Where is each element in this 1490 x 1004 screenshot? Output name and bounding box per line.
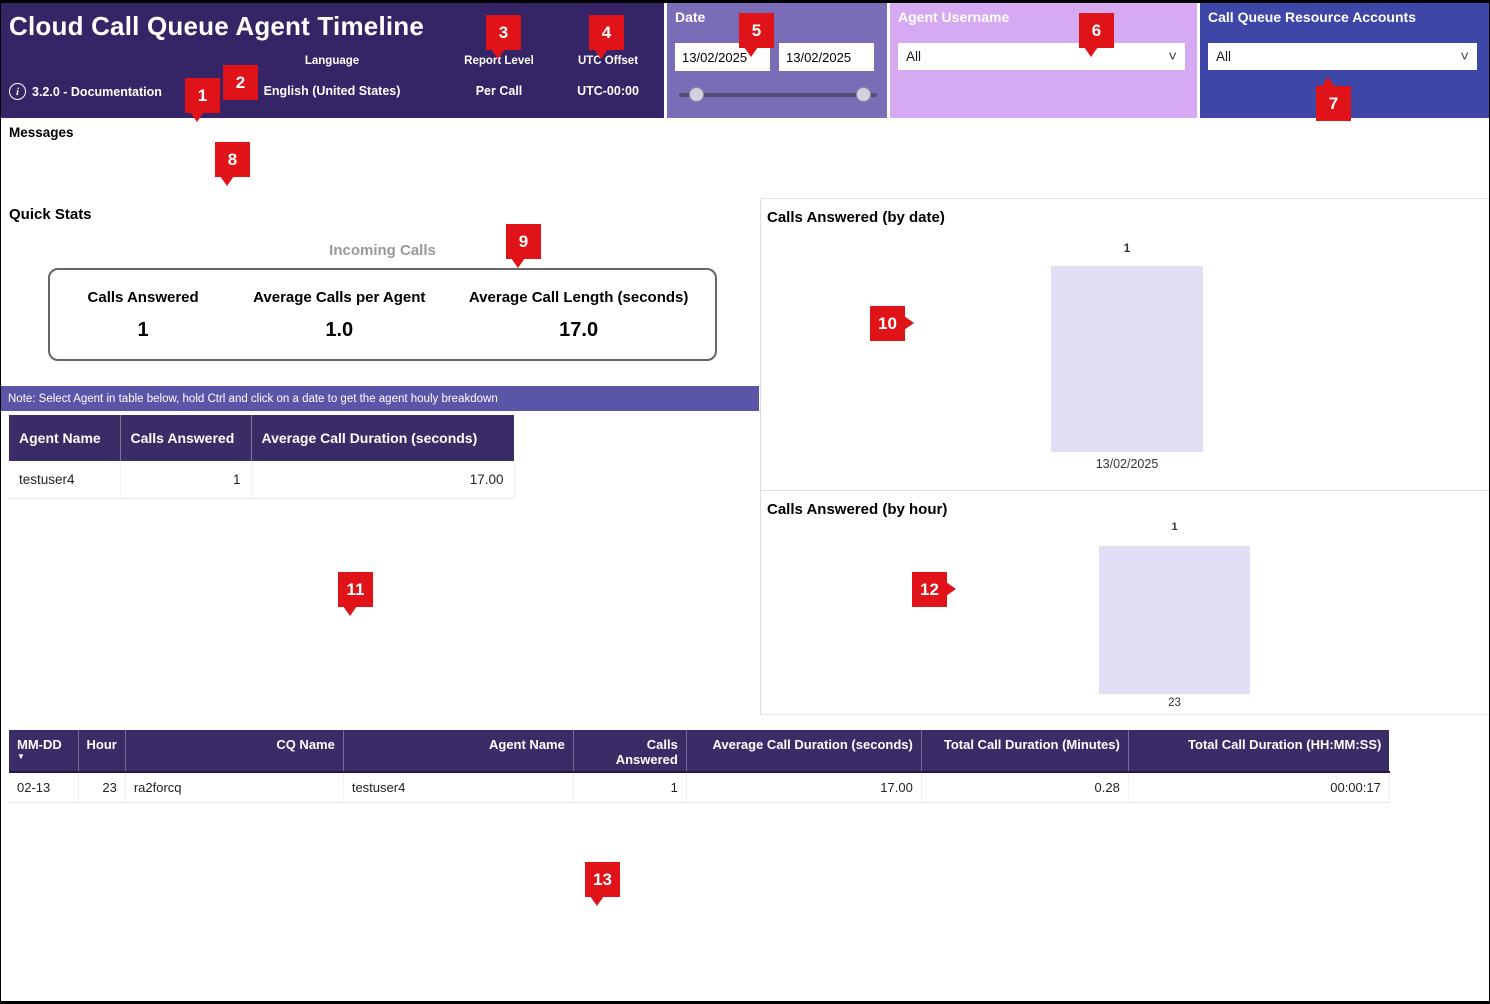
col-header-total-duration-hms[interactable]: Total Call Duration (HH:MM:SS) bbox=[1128, 730, 1390, 773]
col-header-avg-call-duration[interactable]: Average Call Duration (seconds) bbox=[251, 415, 514, 461]
report-level-value: Per Call bbox=[475, 84, 523, 98]
agent-username-dropdown-value: All bbox=[906, 49, 922, 64]
bar-data-label: 1 bbox=[1123, 241, 1131, 255]
call-queue-filter-section: Call Queue Resource Accounts All ˅ bbox=[1197, 3, 1489, 118]
chart-calls-answered-by-hour: Calls Answered (by hour) 1 23 bbox=[760, 490, 1489, 715]
stat-label: Average Calls per Agent bbox=[253, 289, 426, 306]
info-icon: i bbox=[9, 83, 26, 100]
stat-calls-answered: Calls Answered 1 bbox=[50, 270, 236, 359]
quick-stats-card: Calls Answered 1 Average Calls per Agent… bbox=[48, 268, 717, 361]
col-header-avg-call-duration[interactable]: Average Call Duration (seconds) bbox=[686, 730, 922, 773]
report-level-label: Report Level bbox=[464, 55, 534, 67]
col-header-agent-name[interactable]: Agent Name bbox=[343, 730, 574, 773]
agent-table-row[interactable]: testuser4 1 17.00 bbox=[9, 461, 515, 499]
x-axis-label: 13/02/2025 bbox=[1095, 457, 1159, 471]
cell-avg-call-duration[interactable]: 17.00 bbox=[686, 772, 922, 803]
utc-offset-readout: UTC Offset UTC-00:00 bbox=[549, 55, 667, 98]
cell-mm-dd[interactable]: 02-13 bbox=[9, 772, 79, 803]
top-bar: Cloud Call Queue Agent Timeline i 3.2.0 … bbox=[1, 3, 1489, 118]
agent-summary-table: Agent Name Calls Answered Average Call D… bbox=[9, 415, 515, 499]
quick-stats-panel: Quick Stats Incoming Calls Calls Answere… bbox=[1, 198, 759, 386]
language-value: English (United States) bbox=[263, 84, 401, 98]
date-range-slider[interactable] bbox=[679, 87, 877, 103]
cell-calls-answered[interactable]: 1 bbox=[573, 772, 687, 803]
cell-calls-answered[interactable]: 1 bbox=[120, 461, 252, 499]
col-header-cq-name[interactable]: CQ Name bbox=[125, 730, 344, 773]
agent-username-label: Agent Username bbox=[898, 9, 1010, 25]
language-readout: Language English (United States) bbox=[241, 55, 423, 98]
annotation-marker-11: 11 bbox=[338, 572, 373, 616]
col-header-calls-answered[interactable]: Calls Answered bbox=[573, 730, 687, 773]
report-level-readout: Report Level Per Call bbox=[431, 55, 567, 98]
sort-desc-icon: ▼ bbox=[17, 752, 25, 761]
chart-calls-answered-by-date: Calls Answered (by date) 1 13/02/2025 bbox=[760, 198, 1489, 490]
page-title: Cloud Call Queue Agent Timeline bbox=[9, 11, 425, 41]
date-inputs bbox=[675, 43, 874, 71]
messages-panel: Messages bbox=[1, 118, 1489, 198]
date-filter-label: Date bbox=[675, 9, 706, 25]
annotation-marker-number: 11 bbox=[346, 579, 365, 599]
cell-agent-name[interactable]: testuser4 bbox=[9, 461, 121, 499]
utc-offset-label: UTC Offset bbox=[577, 55, 639, 67]
agent-table-header-row: Agent Name Calls Answered Average Call D… bbox=[9, 415, 514, 461]
stat-value: 1.0 bbox=[325, 319, 354, 341]
bar-segment[interactable] bbox=[1051, 266, 1203, 452]
call-queue-dropdown-value: All bbox=[1216, 49, 1232, 64]
cell-cq-name[interactable]: ra2forcq bbox=[125, 772, 344, 803]
annotation-marker-number: 13 bbox=[593, 869, 612, 889]
call-queue-dropdown[interactable]: All ˅ bbox=[1208, 43, 1477, 70]
agent-username-dropdown[interactable]: All ˅ bbox=[898, 43, 1185, 70]
date-slider-handle-start[interactable] bbox=[689, 87, 704, 102]
version-label: 3.2.0 - Documentation bbox=[32, 84, 162, 99]
col-header-calls-answered[interactable]: Calls Answered bbox=[120, 415, 252, 461]
incoming-calls-subtitle: Incoming Calls bbox=[329, 242, 436, 259]
call-queue-label: Call Queue Resource Accounts bbox=[1208, 9, 1416, 25]
detail-table-header-row: MM-DD ▼ Hour CQ Name Agent Name Calls An… bbox=[9, 730, 1390, 773]
bar-segment[interactable] bbox=[1099, 546, 1250, 694]
cell-avg-call-duration[interactable]: 17.00 bbox=[251, 461, 515, 499]
x-axis-label: 23 bbox=[1168, 697, 1181, 709]
col-header-label: MM-DD bbox=[17, 737, 62, 752]
col-header-total-duration-minutes[interactable]: Total Call Duration (Minutes) bbox=[921, 730, 1129, 773]
stat-label: Average Call Length (seconds) bbox=[468, 289, 689, 306]
slider-track[interactable] bbox=[679, 93, 877, 97]
note-bar: Note: Select Agent in table below, hold … bbox=[1, 386, 759, 411]
messages-title: Messages bbox=[9, 125, 74, 140]
annotation-marker-13: 13 bbox=[585, 862, 620, 906]
note-text: Note: Select Agent in table below, hold … bbox=[8, 392, 498, 405]
stat-label: Calls Answered bbox=[87, 289, 199, 306]
cell-hour[interactable]: 23 bbox=[78, 772, 126, 803]
date-start-input[interactable] bbox=[675, 43, 770, 71]
chart-title: Calls Answered (by hour) bbox=[767, 501, 948, 518]
date-slider-handle-end[interactable] bbox=[856, 87, 871, 102]
cell-total-duration-minutes[interactable]: 0.28 bbox=[921, 772, 1129, 803]
stat-average-call-length: Average Call Length (seconds) 17.0 bbox=[442, 270, 715, 359]
chart-title: Calls Answered (by date) bbox=[767, 209, 945, 226]
cell-total-duration-hms[interactable]: 00:00:17 bbox=[1128, 772, 1390, 803]
quick-stats-title: Quick Stats bbox=[9, 206, 92, 223]
stat-average-calls-per-agent: Average Calls per Agent 1.0 bbox=[236, 270, 442, 359]
col-header-agent-name[interactable]: Agent Name bbox=[9, 415, 121, 461]
chevron-down-icon[interactable]: ˅ bbox=[1460, 48, 1469, 65]
utc-offset-value: UTC-00:00 bbox=[577, 84, 639, 98]
stat-value: 1 bbox=[137, 319, 149, 341]
date-filter-section: Date bbox=[664, 3, 887, 118]
cell-agent-name[interactable]: testuser4 bbox=[343, 772, 574, 803]
col-header-hour[interactable]: Hour bbox=[78, 730, 126, 773]
chevron-down-icon[interactable]: ˅ bbox=[1168, 48, 1177, 65]
hourly-detail-table: MM-DD ▼ Hour CQ Name Agent Name Calls An… bbox=[9, 730, 1390, 803]
stat-value: 17.0 bbox=[559, 319, 599, 341]
agent-username-filter-section: Agent Username All ˅ bbox=[887, 3, 1197, 118]
detail-table-row[interactable]: 02-13 23 ra2forcq testuser4 1 17.00 0.28… bbox=[9, 772, 1390, 803]
language-label: Language bbox=[304, 55, 360, 67]
col-header-mm-dd[interactable]: MM-DD ▼ bbox=[9, 730, 79, 773]
bar-data-label: 1 bbox=[1171, 521, 1178, 533]
version-documentation-link[interactable]: i 3.2.0 - Documentation bbox=[9, 83, 162, 100]
header-section: Cloud Call Queue Agent Timeline i 3.2.0 … bbox=[1, 3, 664, 118]
date-end-input[interactable] bbox=[779, 43, 874, 71]
